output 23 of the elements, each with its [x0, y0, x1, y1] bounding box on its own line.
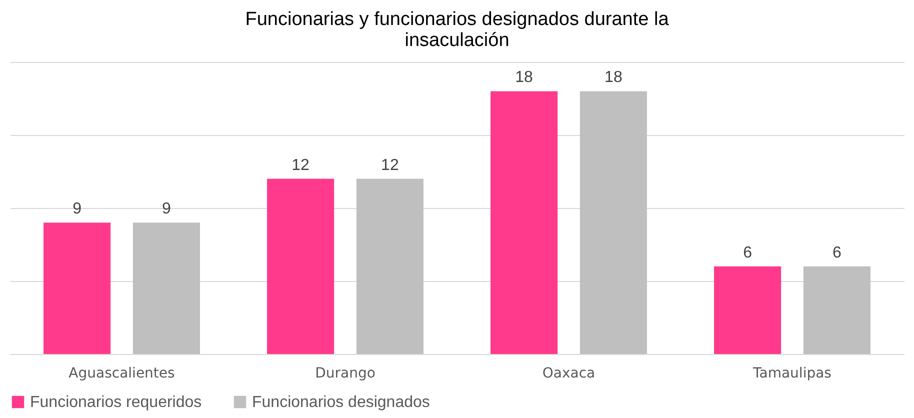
bar: [714, 266, 782, 354]
data-label: 9: [72, 200, 82, 218]
bar: [580, 91, 647, 354]
x-tick-label: Oaxaca: [542, 366, 596, 382]
data-label: 12: [381, 156, 399, 174]
x-tick-label: Aguascalientes: [68, 366, 175, 382]
data-label: 18: [604, 69, 622, 86]
bar: [267, 178, 334, 354]
bar: [44, 222, 111, 354]
data-label: 6: [743, 244, 752, 262]
legend-label: Funcionarios requeridos: [30, 394, 202, 411]
x-tick-label: Durango: [315, 366, 376, 382]
data-label: 18: [515, 69, 534, 86]
data-label: 12: [292, 156, 310, 174]
bar: [356, 178, 424, 354]
data-label: 6: [832, 244, 842, 262]
data-label: 9: [162, 200, 171, 218]
bar: [803, 266, 870, 354]
x-tick-label: Tamaulipas: [752, 366, 832, 382]
bar: [132, 222, 200, 354]
bar: [490, 91, 558, 354]
legend-label: Funcionarios designados: [252, 394, 430, 411]
chart-title: Funcionarias y funcionarios designados durante la insaculación: [245, 9, 670, 51]
